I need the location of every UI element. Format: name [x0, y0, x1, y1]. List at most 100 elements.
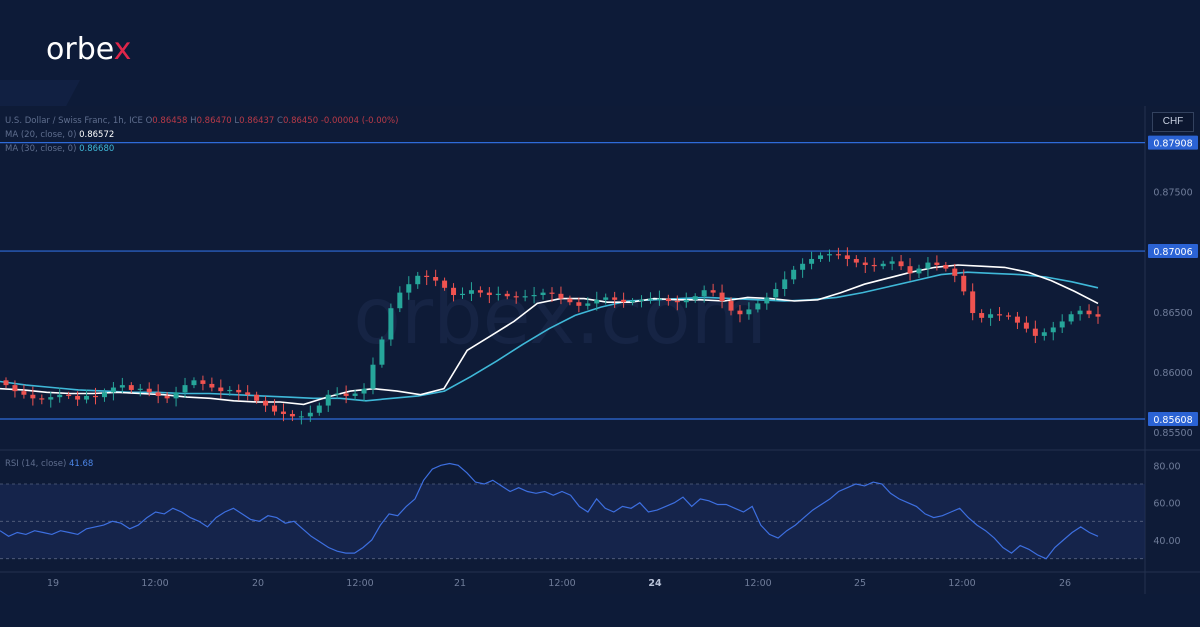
- candle-body: [826, 254, 832, 256]
- candle-body: [66, 394, 72, 396]
- ma20-line: [0, 264, 1099, 406]
- candle-body: [280, 411, 286, 414]
- candle-body: [585, 303, 591, 306]
- level-label: 0.87006: [1153, 247, 1192, 258]
- level-label-bg: [1148, 412, 1198, 427]
- candle-body: [21, 391, 27, 395]
- candle-body: [75, 395, 81, 400]
- candle-body: [871, 264, 877, 267]
- time-tick-label: 12:00: [548, 578, 575, 589]
- candle-body: [245, 392, 251, 395]
- candle-body: [979, 313, 985, 318]
- candle-body: [209, 383, 215, 388]
- candle-body: [1086, 310, 1092, 315]
- candle-body: [898, 261, 904, 267]
- candle-body: [1068, 314, 1074, 322]
- candle-body: [110, 387, 116, 393]
- rsi-tick-label: 40.00: [1153, 536, 1180, 547]
- candle-body: [880, 263, 886, 267]
- candle-body: [477, 290, 483, 293]
- time-tick-label: 25: [854, 578, 866, 589]
- candle-body: [504, 293, 510, 297]
- candle-body: [1023, 322, 1029, 329]
- candle-body: [155, 392, 161, 396]
- candle-body: [48, 397, 54, 400]
- candle-body: [30, 394, 36, 399]
- ma30-line: [0, 271, 1099, 402]
- candle-body: [352, 393, 358, 396]
- candle-body: [12, 385, 18, 392]
- level-label-bg: [1148, 135, 1198, 150]
- candle-body: [1059, 321, 1065, 328]
- chart-panel[interactable]: orbex.com 0.87908 0.87006 0.85608 0.87500 0…: [0, 106, 1200, 594]
- candle-body: [101, 392, 107, 398]
- candle-body: [1077, 310, 1083, 315]
- candle-body: [701, 290, 707, 297]
- candle-body: [809, 258, 815, 264]
- candle-body: [549, 292, 555, 294]
- candle-body: [656, 298, 662, 300]
- candle-body: [683, 299, 689, 303]
- candle-body: [710, 290, 716, 293]
- candle-body: [800, 263, 806, 270]
- candle-body: [84, 395, 90, 400]
- candle-body: [433, 276, 439, 281]
- candle-body: [316, 405, 322, 413]
- candle-body: [943, 264, 949, 269]
- candle-body: [173, 392, 179, 399]
- candle-body: [370, 364, 376, 389]
- candle-body: [164, 395, 170, 399]
- candle-body: [612, 297, 618, 300]
- candle-body: [406, 284, 412, 293]
- candle-body: [272, 405, 278, 412]
- price-tick-label: 0.85500: [1153, 428, 1192, 439]
- candle-body: [531, 295, 537, 297]
- candle-body: [952, 268, 958, 276]
- candle-body: [925, 262, 931, 269]
- candle-body: [119, 385, 125, 388]
- candle-body: [970, 291, 976, 314]
- candle-body: [3, 380, 9, 386]
- candle-body: [415, 275, 421, 285]
- candle-body: [486, 292, 492, 296]
- time-tick-label: 21: [454, 578, 466, 589]
- price-tick-label: 0.86500: [1153, 308, 1192, 319]
- candle-body: [558, 293, 564, 299]
- candle-body: [495, 293, 501, 296]
- candle-body: [818, 255, 824, 259]
- rsi-pane: [0, 462, 1145, 560]
- candle-body: [137, 388, 143, 390]
- rsi-line: [0, 462, 1099, 560]
- candle-body: [218, 387, 224, 392]
- candle-body: [227, 389, 233, 392]
- currency-button[interactable]: CHF: [1152, 112, 1194, 132]
- candle-body: [576, 302, 582, 306]
- candle-body: [862, 262, 868, 265]
- candle-body: [334, 393, 340, 395]
- candle-body: [1005, 315, 1011, 317]
- candle-body: [146, 388, 152, 393]
- candle-body: [594, 299, 600, 304]
- axes: 0.87500 0.86500 0.86000 0.85500 80.00 60.00 40…: [47, 188, 1193, 589]
- ma20-legend: MA (20, close, 0) 0.86572: [5, 130, 115, 140]
- candle-body: [988, 314, 994, 318]
- ma30-polyline: [0, 271, 1099, 402]
- candle-body: [1032, 328, 1038, 336]
- candle-body: [674, 301, 680, 303]
- level-label-bg: [1148, 244, 1198, 259]
- candle-body: [57, 394, 63, 398]
- candle-body: [764, 297, 770, 304]
- candle-body: [343, 393, 349, 396]
- time-tick-label: 12:00: [141, 578, 168, 589]
- price-tick-label: 0.86000: [1153, 368, 1192, 379]
- candle-body: [307, 412, 313, 417]
- candle-body: [647, 298, 653, 300]
- candles: [3, 247, 1101, 425]
- candle-body: [755, 303, 761, 310]
- candle-body: [388, 308, 394, 340]
- ma20-polyline: [0, 264, 1099, 406]
- time-tick-label: 26: [1059, 578, 1071, 589]
- level-label: 0.85608: [1153, 415, 1192, 426]
- candle-body: [200, 380, 206, 384]
